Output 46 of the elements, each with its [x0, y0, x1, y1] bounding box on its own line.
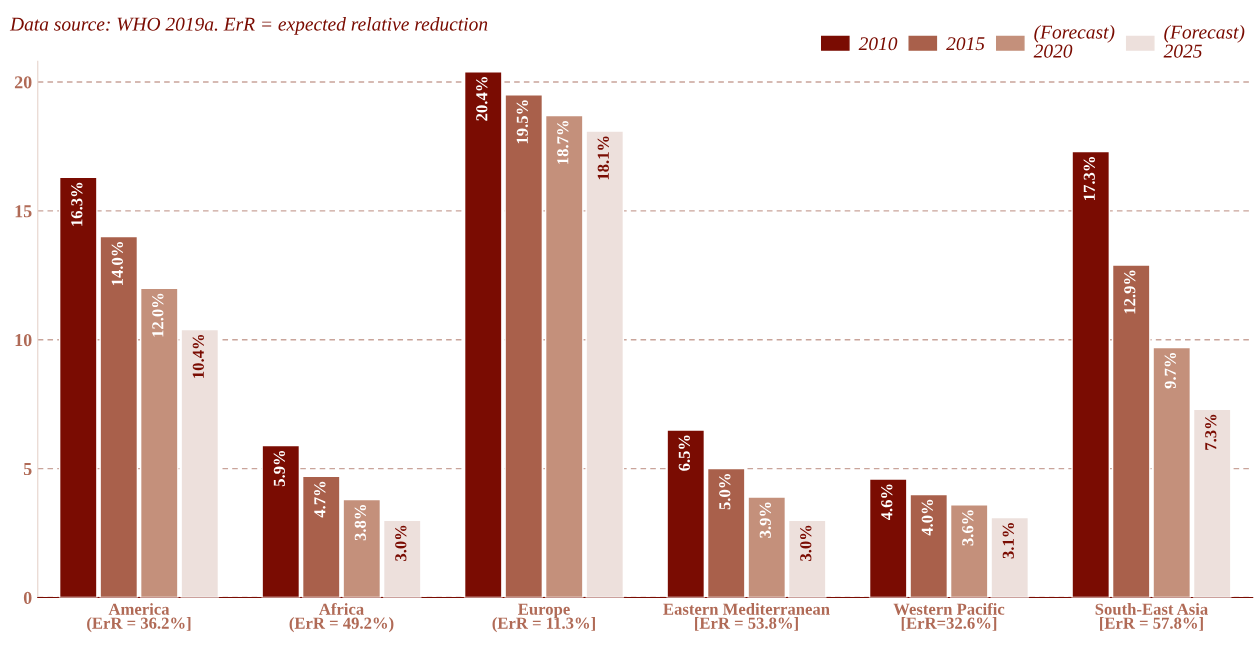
data-label: 19.5% [516, 100, 528, 144]
data-label: 16.3% [71, 182, 83, 226]
bar [787, 519, 827, 598]
chart-subtitle: Data source: WHO 2019a. ErR = expected relative reduction [9, 17, 488, 35]
x-tick-label: Eastern Mediterranean [ErR = 53.8%] [663, 603, 830, 631]
data-label: 7.3% [1205, 414, 1217, 450]
data-label: 14.0% [111, 242, 124, 286]
data-label: 6.5% [678, 435, 690, 471]
data-label: 17.3% [1083, 157, 1095, 200]
x-tick-label: Western Pacific [ErR=32.6%] [893, 602, 1005, 631]
y-tick-label: 10 [15, 334, 32, 347]
data-label: 20.4% [476, 77, 488, 121]
data-label: 3.0% [800, 525, 812, 561]
y-tick-label: 20 [14, 76, 32, 89]
x-tick-label: Europe (ErR = 11.3%] [492, 603, 595, 633]
legend-label: 2015 [946, 37, 985, 51]
data-label: 3.9% [759, 502, 771, 538]
y-tick-label: 0 [23, 591, 32, 604]
bar [666, 429, 706, 598]
data-label: 3.1% [1002, 523, 1014, 559]
legend-label: 2010 [858, 37, 898, 51]
data-label: 5.9% [273, 450, 285, 487]
data-label: 4.6% [881, 484, 893, 521]
data-label: 12.0% [152, 293, 164, 337]
data-label: 4.0% [921, 499, 933, 536]
data-label: 18.7% [557, 120, 569, 164]
bar [261, 444, 301, 598]
x-tick-label: Africa (ErR = 49.2%) [289, 602, 394, 633]
bar [382, 519, 422, 598]
data-label: 3.8% [354, 505, 366, 541]
data-label: 12.9% [1124, 270, 1136, 314]
data-label: 3.6% [962, 510, 974, 546]
data-label: 18.1% [597, 136, 609, 180]
legend-label: (Forecast) 2020 [1033, 25, 1115, 58]
x-tick-label: South-East Asia [ErR = 57.8%] [1095, 603, 1208, 631]
data-label: 5.0% [719, 474, 731, 510]
x-tick-label: America (ErR = 36.2%] [87, 603, 191, 633]
data-label: 3.0% [395, 525, 407, 561]
y-tick-label: 5 [23, 463, 32, 476]
bar [1071, 150, 1111, 598]
legend-label: (Forecast) 2025 [1163, 25, 1245, 58]
bar [1192, 408, 1232, 598]
y-tick-label: 15 [15, 205, 32, 218]
data-label: 10.4% [192, 334, 205, 378]
data-label: 4.7% [314, 481, 326, 518]
data-label: 9.7% [1164, 352, 1176, 389]
